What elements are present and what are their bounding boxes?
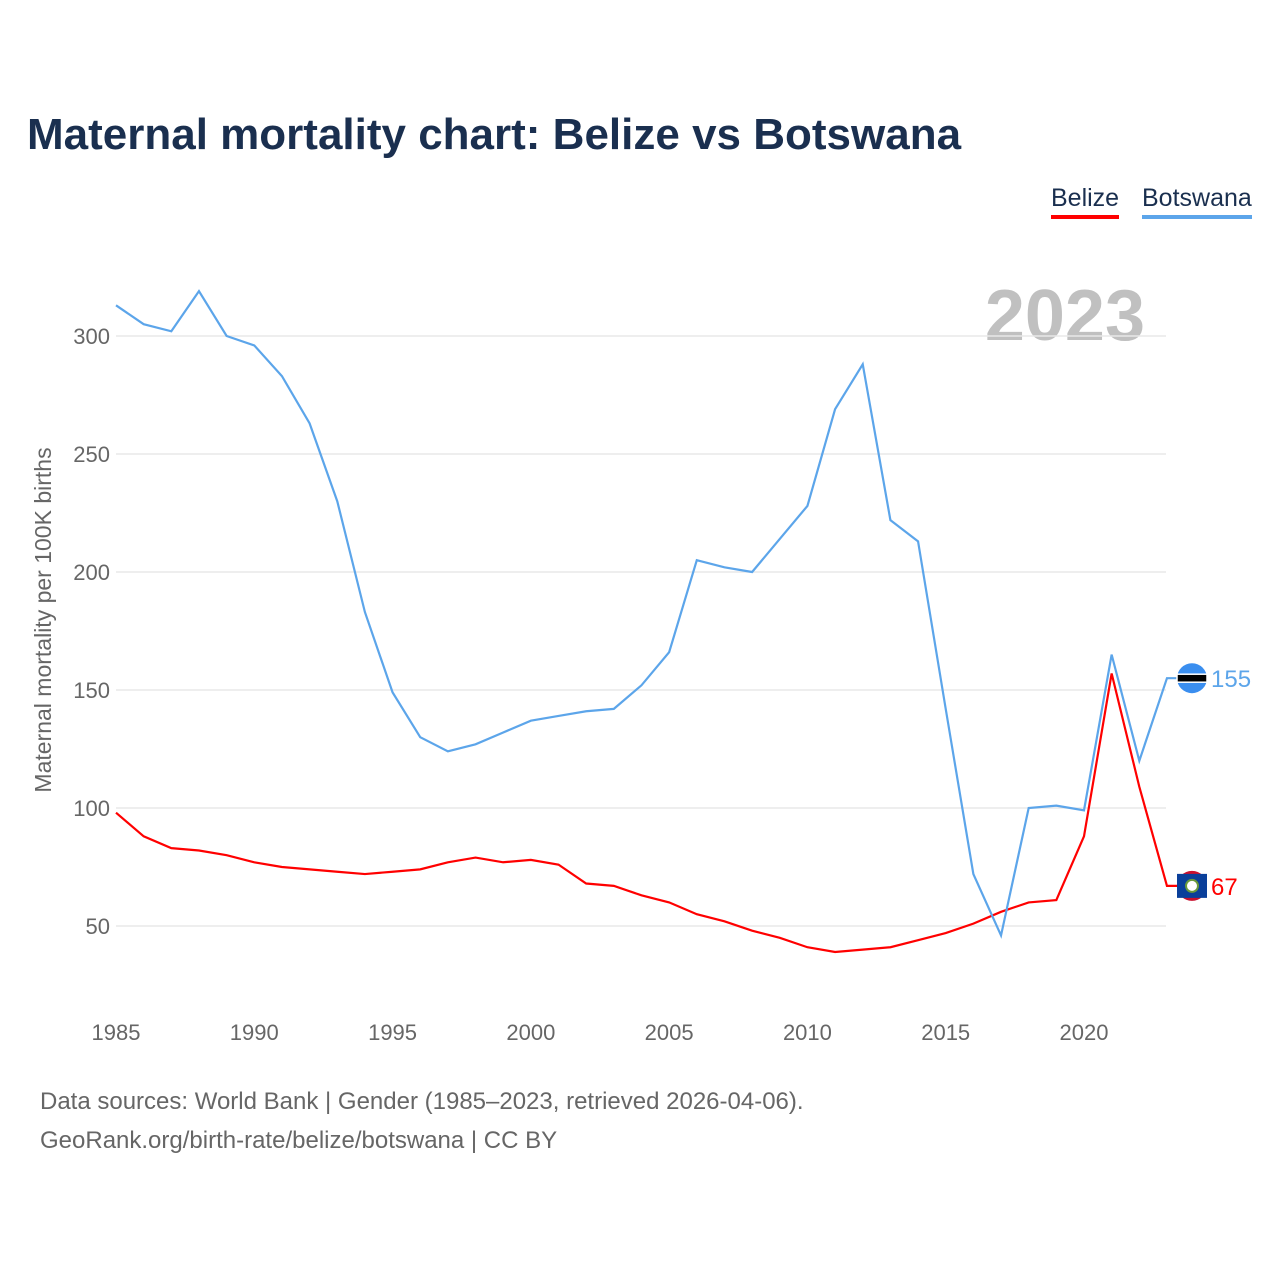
x-tick-label: 2015 bbox=[921, 1020, 970, 1045]
y-axis-label: Maternal mortality per 100K births bbox=[30, 447, 56, 792]
x-tick-label: 1995 bbox=[368, 1020, 417, 1045]
botswana-flag-icon bbox=[1176, 663, 1208, 694]
y-tick-label: 100 bbox=[73, 796, 110, 821]
footer-sources: Data sources: World Bank | Gender (1985–… bbox=[40, 1088, 804, 1115]
x-tick-label: 1990 bbox=[230, 1020, 279, 1045]
x-tick-label: 2020 bbox=[1060, 1020, 1109, 1045]
chart-title: Maternal mortality chart: Belize vs Bots… bbox=[27, 110, 962, 159]
belize-flag-icon bbox=[1177, 870, 1207, 901]
year-watermark: 2023 bbox=[985, 276, 1145, 356]
legend-botswana[interactable]: Botswana bbox=[1142, 184, 1252, 219]
end-value-botswana: 155 bbox=[1211, 666, 1251, 693]
end-value-belize: 67 bbox=[1211, 874, 1238, 901]
x-tick-label: 2000 bbox=[506, 1020, 555, 1045]
x-tick-label: 2010 bbox=[783, 1020, 832, 1045]
y-tick-label: 300 bbox=[73, 324, 110, 349]
y-tick-label: 200 bbox=[73, 560, 110, 585]
y-tick-label: 50 bbox=[86, 914, 110, 939]
x-tick-label: 1985 bbox=[92, 1020, 141, 1045]
x-tick-label: 2005 bbox=[645, 1020, 694, 1045]
legend-belize[interactable]: Belize bbox=[1051, 184, 1120, 219]
series-line-botswana bbox=[115, 289, 1179, 939]
y-tick-label: 250 bbox=[73, 442, 110, 467]
series-line-belize bbox=[115, 673, 1179, 954]
y-tick-label: 150 bbox=[73, 678, 110, 703]
footer-credit: GeoRank.org/birth-rate/belize/botswana |… bbox=[40, 1127, 558, 1154]
